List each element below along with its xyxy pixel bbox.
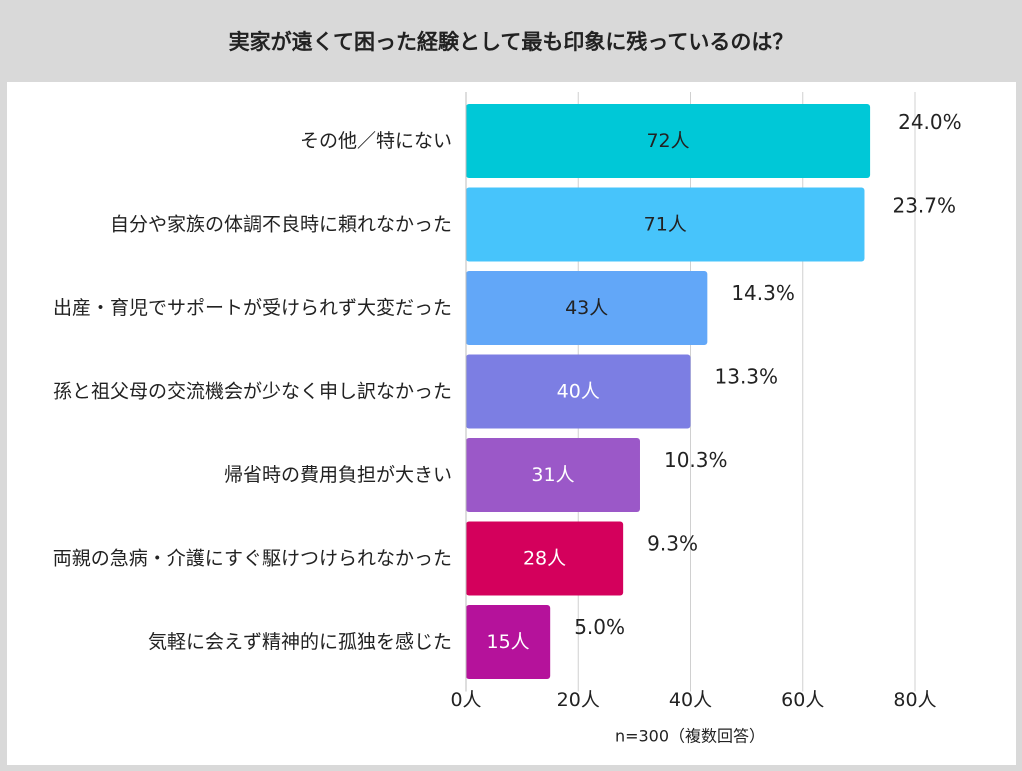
chart-title: 実家が遠くて困った経験として最も印象に残っているのは？	[228, 30, 794, 54]
category-label: 帰省時の費用負担が大きい	[224, 464, 452, 486]
bar	[466, 605, 551, 679]
bar	[466, 521, 624, 596]
x-tick-label: 60人	[781, 689, 824, 711]
percent-label: 9.3%	[647, 532, 698, 556]
percent-label: 23.7%	[892, 194, 956, 218]
category-label: 気軽に会えず精神的に孤独を感じた	[148, 631, 452, 653]
category-label: 孫と祖父母の交流機会が少なく申し訳なかった	[53, 381, 452, 403]
category-label: 両親の急病・介護にすぐ駆けつけられなかった	[53, 548, 452, 570]
x-tick-label: 40人	[669, 689, 712, 711]
percent-label: 5.0%	[574, 615, 625, 639]
percent-label: 24.0%	[898, 110, 962, 134]
category-label: その他／特にない	[300, 130, 452, 152]
percent-label: 14.3%	[731, 281, 795, 305]
x-tick-label: 20人	[557, 689, 600, 711]
bar-value-label: 28人	[523, 548, 566, 570]
bar-value-label: 71人	[644, 214, 687, 236]
bar	[466, 104, 871, 178]
x-tick-label: 0人	[450, 689, 481, 711]
category-label: 出産・育児でサポートが受けられず大変だった	[53, 297, 452, 319]
bar-value-label: 43人	[565, 297, 608, 319]
bar	[466, 187, 865, 262]
bar-value-label: 31人	[531, 464, 574, 486]
bar-value-label: 15人	[487, 631, 530, 653]
bar	[466, 271, 708, 345]
bar-chart: その他／特にない 72人 24.0% 自分や家族の体調不良時に頼れなかった 71人 23.…	[53, 92, 962, 746]
percent-label: 10.3%	[664, 448, 728, 472]
sample-size-note: n=300（複数回答）	[615, 727, 765, 746]
bar	[466, 354, 691, 429]
percent-label: 13.3%	[715, 365, 779, 389]
bar	[466, 438, 640, 512]
chart-panel: その他／特にない 72人 24.0% 自分や家族の体調不良時に頼れなかった 71人 23.…	[7, 82, 1016, 765]
x-tick-label: 80人	[893, 689, 936, 711]
bar-value-label: 72人	[646, 130, 689, 152]
bar-value-label: 40人	[557, 381, 600, 403]
category-label: 自分や家族の体調不良時に頼れなかった	[110, 214, 452, 236]
